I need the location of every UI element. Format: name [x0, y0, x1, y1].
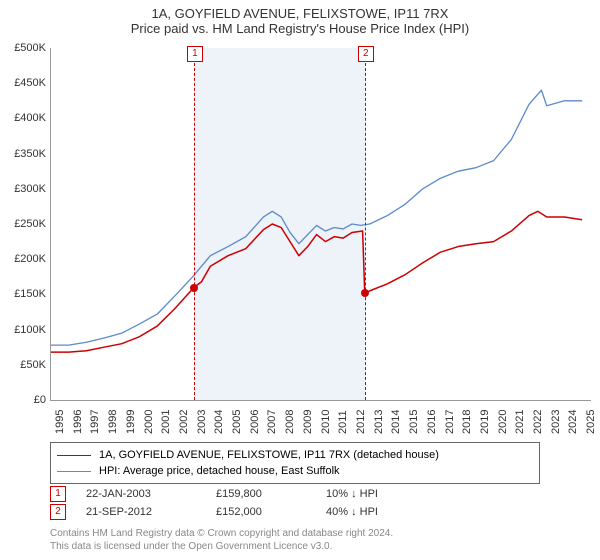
x-tick-label: 2017 — [444, 410, 456, 434]
chart-container: 1A, GOYFIELD AVENUE, FELIXSTOWE, IP11 7R… — [0, 0, 600, 560]
x-tick-label: 2012 — [355, 410, 367, 434]
y-tick-label: £0 — [0, 394, 46, 406]
footer-line: This data is licensed under the Open Gov… — [50, 540, 393, 553]
x-tick-label: 1999 — [125, 410, 137, 434]
sale-marker-icon: 1 — [50, 486, 66, 502]
legend-swatch-property — [57, 455, 91, 456]
y-tick-label: £400K — [0, 112, 46, 124]
x-tick-label: 1998 — [107, 410, 119, 434]
x-tick-label: 1996 — [72, 410, 84, 434]
x-tick-label: 2002 — [178, 410, 190, 434]
legend-item-hpi: HPI: Average price, detached house, East… — [57, 463, 533, 479]
x-tick-label: 2023 — [550, 410, 562, 434]
y-tick-label: £350K — [0, 148, 46, 160]
sale-event-marker: 2 — [358, 46, 374, 62]
x-tick-label: 2007 — [266, 410, 278, 434]
x-tick-label: 2014 — [390, 410, 402, 434]
legend-item-property: 1A, GOYFIELD AVENUE, FELIXSTOWE, IP11 7R… — [57, 447, 533, 463]
chart-subtitle: Price paid vs. HM Land Registry's House … — [0, 21, 600, 40]
sales-row: 1 22-JAN-2003 £159,800 10% ↓ HPI — [50, 485, 426, 503]
x-tick-label: 1995 — [54, 410, 66, 434]
y-tick-label: £500K — [0, 42, 46, 54]
x-tick-label: 2020 — [497, 410, 509, 434]
line-series — [51, 48, 591, 400]
sales-table: 1 22-JAN-2003 £159,800 10% ↓ HPI 2 21-SE… — [50, 485, 426, 521]
y-tick-label: £100K — [0, 324, 46, 336]
x-tick-label: 2005 — [231, 410, 243, 434]
footer-line: Contains HM Land Registry data © Crown c… — [50, 527, 393, 540]
x-tick-label: 2010 — [320, 410, 332, 434]
footer-attribution: Contains HM Land Registry data © Crown c… — [50, 527, 393, 553]
sale-event-marker: 1 — [187, 46, 203, 62]
sale-date: 21-SEP-2012 — [86, 506, 216, 518]
sale-date: 22-JAN-2003 — [86, 488, 216, 500]
x-tick-label: 2018 — [461, 410, 473, 434]
sale-event-line — [194, 48, 195, 400]
y-tick-label: £450K — [0, 77, 46, 89]
legend-label-hpi: HPI: Average price, detached house, East… — [99, 465, 340, 477]
sale-price: £152,000 — [216, 506, 326, 518]
y-tick-label: £250K — [0, 218, 46, 230]
legend-swatch-hpi — [57, 471, 91, 472]
plot-area: 12 — [50, 48, 591, 401]
x-tick-label: 2019 — [479, 410, 491, 434]
sales-row: 2 21-SEP-2012 £152,000 40% ↓ HPI — [50, 503, 426, 521]
x-tick-label: 2003 — [196, 410, 208, 434]
x-tick-label: 2025 — [585, 410, 597, 434]
y-tick-label: £200K — [0, 253, 46, 265]
y-tick-label: £150K — [0, 288, 46, 300]
sale-change: 40% ↓ HPI — [326, 506, 426, 518]
legend-label-property: 1A, GOYFIELD AVENUE, FELIXSTOWE, IP11 7R… — [99, 449, 439, 461]
x-tick-label: 2011 — [337, 410, 349, 434]
x-tick-label: 2016 — [426, 410, 438, 434]
x-tick-label: 2004 — [213, 410, 225, 434]
legend: 1A, GOYFIELD AVENUE, FELIXSTOWE, IP11 7R… — [50, 442, 540, 484]
x-tick-label: 2001 — [160, 410, 172, 434]
sale-price: £159,800 — [216, 488, 326, 500]
x-tick-label: 2008 — [284, 410, 296, 434]
x-tick-label: 1997 — [89, 410, 101, 434]
chart-title: 1A, GOYFIELD AVENUE, FELIXSTOWE, IP11 7R… — [0, 0, 600, 21]
x-tick-label: 2024 — [567, 410, 579, 434]
sale-marker-icon: 2 — [50, 504, 66, 520]
sale-event-dot — [361, 289, 369, 297]
y-tick-label: £300K — [0, 183, 46, 195]
x-tick-label: 2022 — [532, 410, 544, 434]
x-tick-label: 2006 — [249, 410, 261, 434]
x-tick-label: 2021 — [514, 410, 526, 434]
x-tick-label: 2015 — [408, 410, 420, 434]
y-tick-label: £50K — [0, 359, 46, 371]
sale-change: 10% ↓ HPI — [326, 488, 426, 500]
sale-event-dot — [190, 284, 198, 292]
x-tick-label: 2009 — [302, 410, 314, 434]
x-tick-label: 2013 — [373, 410, 385, 434]
sale-event-line — [365, 48, 366, 400]
x-tick-label: 2000 — [143, 410, 155, 434]
